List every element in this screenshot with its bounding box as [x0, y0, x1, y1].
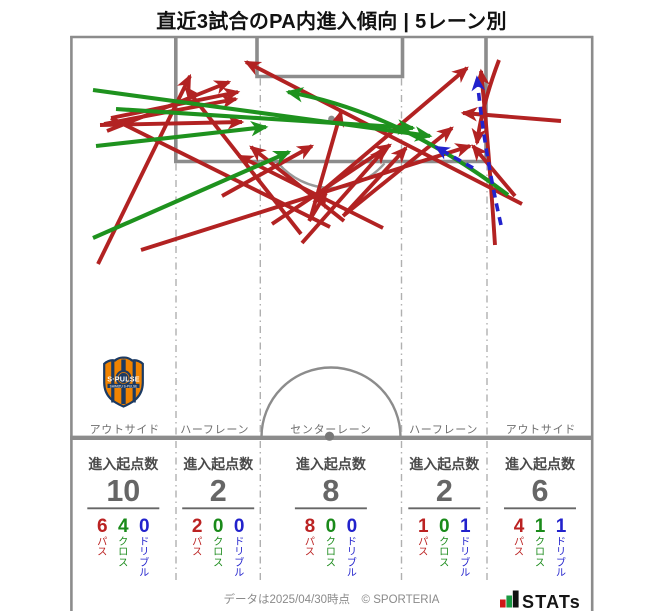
svg-text:S·PULSE: S·PULSE [107, 375, 140, 384]
svg-text:SHIMIZU S-PULSE: SHIMIZU S-PULSE [110, 384, 138, 388]
